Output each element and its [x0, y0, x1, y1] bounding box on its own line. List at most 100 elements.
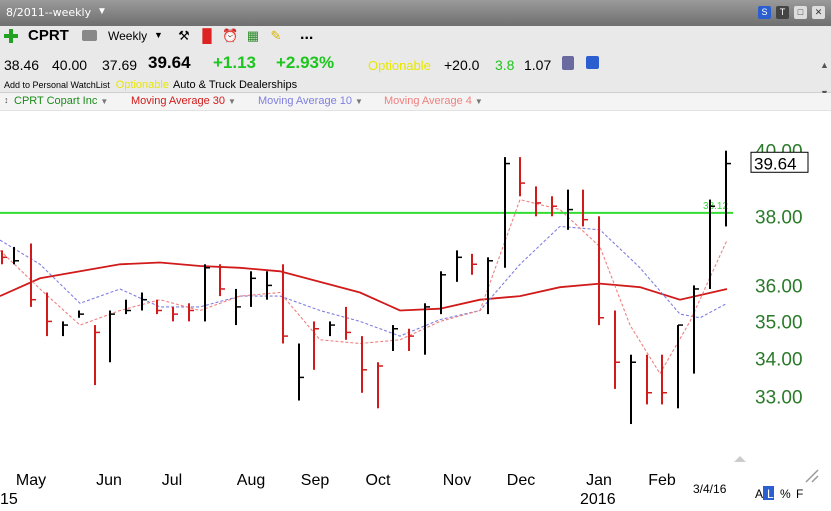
x-tick-label: Aug: [237, 472, 265, 489]
price-change: +1.13: [213, 53, 257, 72]
ma-line-moving-average-10: [0, 225, 728, 337]
x-tick-label: Jul: [162, 472, 182, 489]
x-tick-label: Jun: [96, 472, 122, 489]
price-bar: [567, 189, 573, 230]
y-tick-label: 34.00: [755, 349, 803, 370]
alarm-icon[interactable]: ⏰: [222, 28, 239, 43]
x-tick-label: Nov: [443, 472, 471, 489]
price-bar: [471, 253, 477, 275]
price-bar: [298, 343, 304, 401]
chart-legend: ↕ CPRT Copart Inc ▼ Moving Average 30 ▼ …: [0, 93, 831, 111]
industry-label[interactable]: Auto & Truck Dealerships: [172, 79, 298, 91]
price-bar: [62, 321, 68, 337]
price-bar: [13, 246, 19, 265]
ratio-value: 1.07: [524, 57, 552, 73]
s-icon[interactable]: S: [758, 6, 771, 19]
year-label: 15: [0, 491, 18, 508]
bar-chart-icon[interactable]: █: [202, 28, 212, 43]
x-tick-label: Jan: [586, 472, 612, 489]
resize-grip-icon: [811, 475, 819, 483]
price-bar: [109, 310, 115, 363]
last-price-box: [750, 151, 809, 173]
database-icon[interactable]: [562, 56, 574, 70]
scale-option: A: [755, 487, 763, 501]
legend-label: Moving Average 30: [131, 95, 225, 107]
chevron-down-icon[interactable]: ▼: [154, 30, 163, 40]
price-bar: [250, 271, 256, 307]
date-label: 3/4/16: [693, 482, 727, 496]
price-bar: [519, 157, 525, 197]
period-select[interactable]: Weekly: [108, 29, 148, 43]
price-bar: [646, 354, 652, 405]
resize-grip-icon: [805, 469, 819, 483]
window-title[interactable]: 8/2011--weekly: [6, 6, 92, 19]
legend-item-ma30[interactable]: Moving Average 30 ▼: [131, 95, 236, 107]
price-bar: [630, 354, 636, 425]
price-change-pct: +2.93%: [276, 53, 335, 72]
price-bar: [535, 186, 541, 217]
rs-value: 3.8: [495, 57, 515, 73]
price-bar: [30, 243, 36, 307]
price-bar: [408, 328, 414, 351]
quote-toolbar: [0, 26, 831, 93]
high-value: 40.00: [52, 57, 88, 73]
price-bar: [329, 321, 335, 337]
close-icon[interactable]: ✕: [812, 6, 825, 19]
legend-item-ma10[interactable]: Moving Average 10 ▼: [258, 95, 363, 107]
legend-item-cprt[interactable]: CPRT Copart Inc ▼: [14, 95, 109, 107]
price-bar: [440, 271, 446, 315]
price-bar: [551, 196, 557, 217]
price-bar: [693, 285, 699, 374]
industry-optionable: Optionable: [115, 79, 169, 91]
sub-info-line: Add to Personal WatchList Optionable Auto …: [4, 79, 297, 91]
price-bar: [94, 325, 100, 386]
printer-icon[interactable]: [82, 30, 97, 41]
y-tick-label: 38.00: [755, 207, 803, 228]
scale-option: %: [780, 487, 791, 501]
legend-label: Moving Average 4: [384, 95, 472, 107]
ma-line-moving-average-30: [0, 261, 728, 312]
price-bar: [188, 303, 194, 322]
legend-item-ma4[interactable]: Moving Average 4 ▼: [384, 95, 483, 107]
x-tick-label: Dec: [507, 472, 535, 489]
tools-icon[interactable]: ⚒: [178, 28, 190, 43]
low-value: 37.69: [102, 57, 138, 73]
resize-triangle-icon: [734, 456, 746, 462]
open-value: 38.46: [4, 57, 40, 73]
note-icon[interactable]: ✎: [270, 28, 282, 43]
t-icon[interactable]: T: [776, 6, 789, 19]
minimize-icon[interactable]: □: [794, 6, 807, 19]
legend-arrows-icon[interactable]: ↕: [4, 95, 9, 105]
price-bar: [219, 264, 225, 297]
horizontal-line: 38.12: [0, 201, 733, 214]
x-tick-label: Oct: [366, 472, 391, 489]
legend-label: Moving Average 10: [258, 95, 352, 107]
price-bar: [424, 303, 430, 355]
x-tick-label: Feb: [648, 472, 676, 489]
price-bar: [582, 189, 588, 227]
add-watchlist-link[interactable]: Add to Personal WatchList: [4, 80, 110, 90]
scale-option: F: [796, 487, 803, 501]
price-chart[interactable]: 38.12 40.0038.0036.0035.0034.0033.0039.6…: [0, 110, 831, 511]
symbol-label[interactable]: CPRT: [28, 27, 69, 44]
x-tick-label: Sep: [301, 472, 330, 489]
price-bar: [661, 354, 667, 405]
price-bar: [377, 362, 383, 409]
title-dropdown-icon[interactable]: ▼: [97, 6, 107, 17]
price-bar: [345, 306, 351, 340]
save-icon[interactable]: [586, 56, 599, 69]
price-bar: [1, 250, 7, 265]
year-label: 2016: [580, 491, 616, 508]
chart-tool-icons: ⚒ █ ⏰ ▦ ✎: [176, 28, 284, 44]
x-axis: May Jun Jul Aug Sep Oct Nov Dec Jan Feb 15 2016: [0, 472, 676, 508]
add-icon[interactable]: [4, 29, 18, 43]
log-scale-button-bg: [763, 486, 774, 500]
support-line-label: 38.12: [703, 201, 728, 212]
price-bar: [614, 310, 620, 389]
price-bar: [392, 325, 398, 351]
price-bar: [709, 199, 715, 289]
price-bar: [141, 292, 147, 311]
more-button[interactable]: ...: [300, 26, 314, 43]
calculator-icon[interactable]: ▦: [246, 28, 260, 43]
